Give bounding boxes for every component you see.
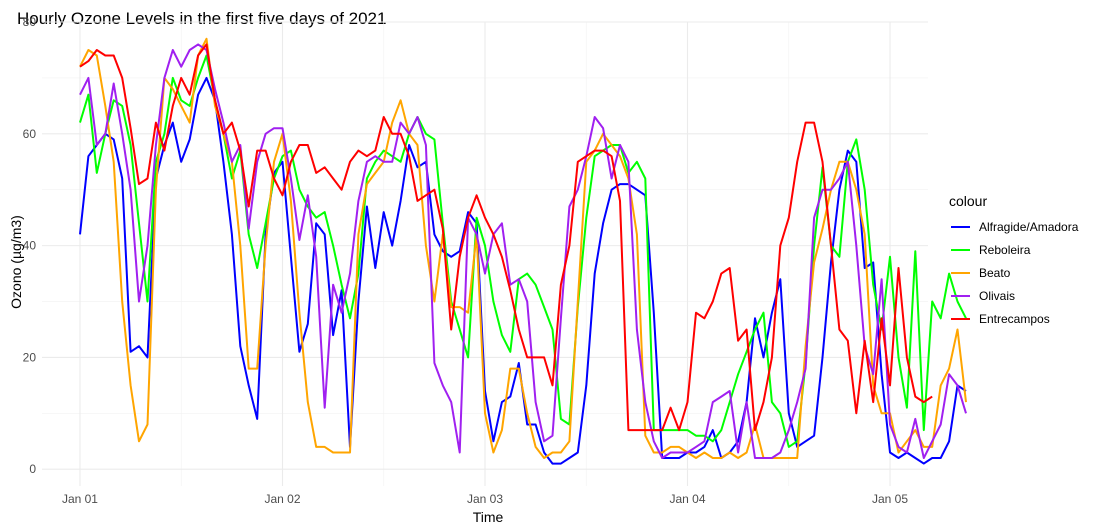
legend-label: Olivais [979, 289, 1015, 303]
series-line [79, 43, 967, 459]
x-tick-label: Jan 03 [467, 492, 503, 506]
y-axis-label: Ozono (µg/m3) [8, 215, 24, 309]
series-line [79, 37, 967, 459]
series-line [79, 43, 933, 432]
legend-label: Reboleira [979, 243, 1031, 257]
y-axis-ticks: 0 20 40 60 80 [23, 15, 37, 476]
legend-label: Alfragide/Amadora [979, 220, 1079, 234]
x-tick-label: Jan 02 [264, 492, 300, 506]
legend-items: Alfragide/Amadora Reboleira Beato Olivais En… [951, 220, 1079, 326]
y-tick-label: 20 [23, 350, 37, 364]
y-tick-label: 80 [23, 15, 37, 29]
legend: colour Alfragide/Amadora Reboleira Beato Ol… [949, 193, 1079, 326]
y-tick-label: 60 [23, 127, 37, 141]
y-tick-label: 0 [29, 462, 36, 476]
x-tick-label: Jan 04 [669, 492, 705, 506]
y-tick-label: 40 [23, 239, 37, 253]
chart-title: Hourly Ozone Levels in the first five da… [17, 9, 386, 28]
plot-grid [42, 21, 928, 486]
plot-lines [79, 37, 967, 465]
legend-label: Entrecampos [979, 312, 1050, 326]
x-tick-label: Jan 05 [872, 492, 908, 506]
x-axis-label: Time [473, 509, 504, 525]
legend-label: Beato [979, 266, 1011, 280]
legend-title: colour [949, 193, 987, 209]
x-tick-label: Jan 01 [62, 492, 98, 506]
x-axis-ticks: Jan 01 Jan 02 Jan 03 Jan 04 Jan 05 [62, 492, 908, 506]
